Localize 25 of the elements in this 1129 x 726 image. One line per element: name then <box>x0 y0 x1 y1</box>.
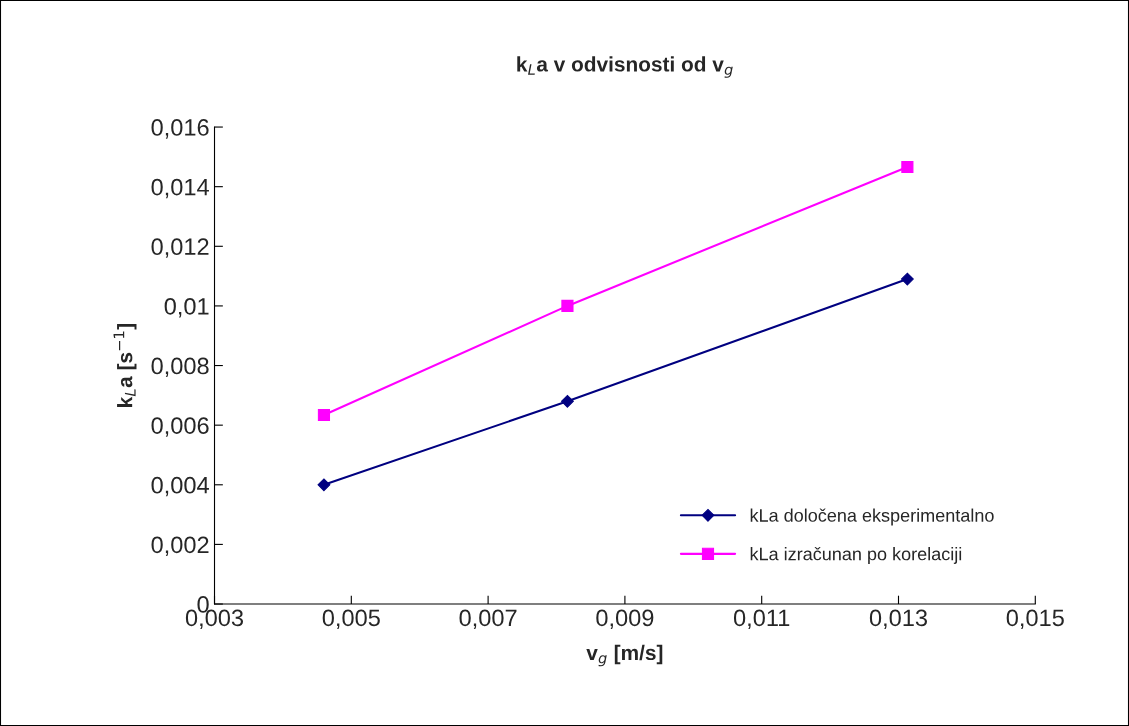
y-tick-label: 0,014 <box>151 178 209 199</box>
x-tick-label: 0,013 <box>869 609 927 630</box>
y-tick-label: 0,008 <box>151 357 209 378</box>
x-tick-label: 0,015 <box>1006 609 1064 630</box>
y-axis-title: k$_{L}$a [s$^{−1}$] <box>113 323 137 407</box>
x-tick-label: 0,009 <box>596 609 654 630</box>
y-tick-label: 0,01 <box>164 297 209 318</box>
point <box>901 160 914 174</box>
point <box>317 408 331 422</box>
y-tick-label: 0,004 <box>151 476 209 497</box>
y-tick-label: 0,012 <box>151 238 209 258</box>
point <box>317 478 331 492</box>
legend-label: kLa izračunan po korelaciji <box>750 547 962 564</box>
y-tick-label: 0,016 <box>151 119 209 139</box>
chart-title: k$_{L}$a v odvisnosti od v$_{g}$ <box>517 56 733 78</box>
y-tick-label: 0,006 <box>151 417 209 437</box>
x-tick-label: 0,007 <box>459 609 517 630</box>
point <box>561 299 574 312</box>
point <box>900 272 914 286</box>
y-tick-label: 0,002 <box>151 536 209 556</box>
point <box>561 394 574 408</box>
x-tick-label: 0,011 <box>733 609 790 630</box>
x-tick-label: 0,005 <box>322 609 380 630</box>
legend-label: kLa določena eksperimentalno <box>750 508 994 526</box>
x-axis-title: v$_{g}$ [m/s] <box>586 644 663 667</box>
